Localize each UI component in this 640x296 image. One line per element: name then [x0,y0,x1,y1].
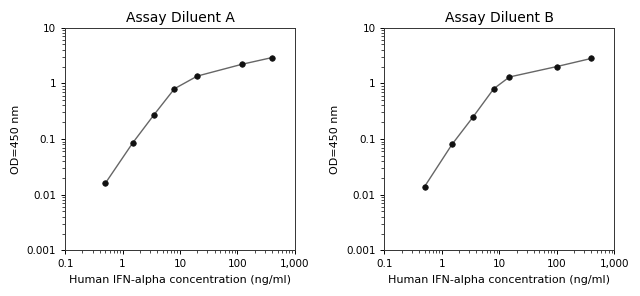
X-axis label: Human IFN-alpha concentration (ng/ml): Human IFN-alpha concentration (ng/ml) [69,275,291,285]
Title: Assay Diluent B: Assay Diluent B [445,11,554,25]
Y-axis label: OD=450 nm: OD=450 nm [11,104,21,174]
Y-axis label: OD=450 nm: OD=450 nm [330,104,340,174]
Title: Assay Diluent A: Assay Diluent A [125,11,234,25]
X-axis label: Human IFN-alpha concentration (ng/ml): Human IFN-alpha concentration (ng/ml) [388,275,611,285]
